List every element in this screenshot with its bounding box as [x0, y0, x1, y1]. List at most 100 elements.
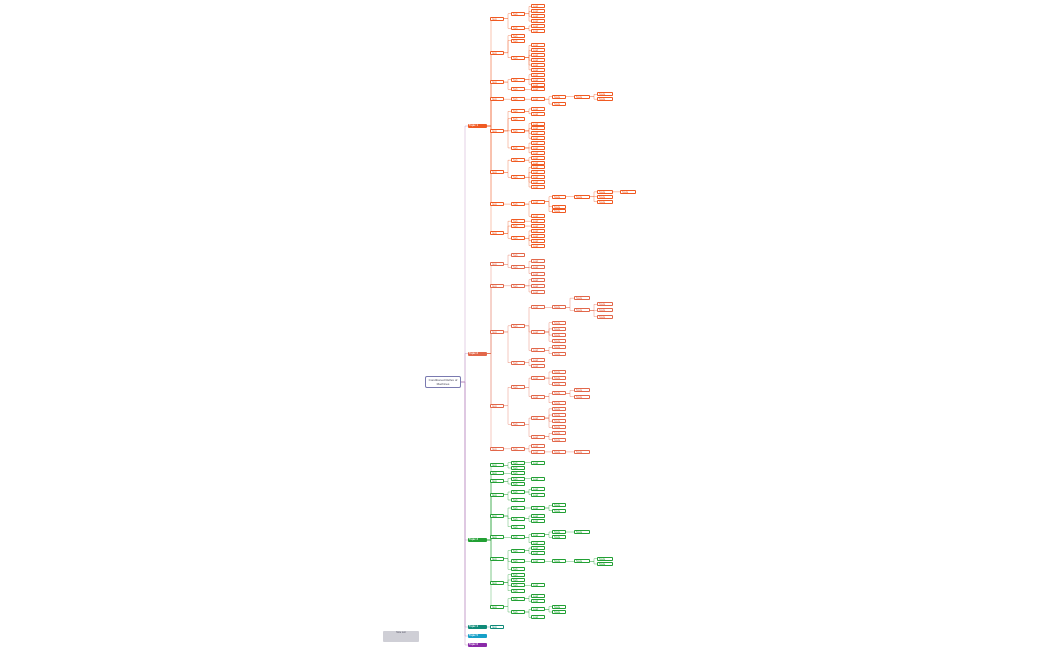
subtopic-node[interactable]: Item	[490, 128, 504, 133]
subtopic-node[interactable]: Sub	[511, 610, 525, 614]
subtopic-node[interactable]: Leaf	[531, 63, 545, 67]
subtopic-node[interactable]: Sub	[511, 224, 525, 229]
subtopic-node[interactable]: Item	[490, 403, 504, 408]
subtopic-node[interactable]: Node	[574, 94, 590, 99]
subtopic-node[interactable]: Node	[552, 345, 566, 350]
subtopic-node[interactable]: Leaf	[531, 416, 545, 421]
subtopic-node[interactable]: Leaf	[531, 583, 545, 588]
subtopic-node[interactable]: Sub	[511, 265, 525, 270]
subtopic-node[interactable]: Leaf	[531, 53, 545, 58]
subtopic-node[interactable]: Leaf	[531, 23, 545, 28]
subtopic-node[interactable]: Sub	[511, 588, 525, 593]
subtopic-node[interactable]: Leaf	[531, 394, 545, 399]
main-topic[interactable]: Topic 5	[468, 634, 487, 638]
subtopic-node[interactable]: Leaf	[531, 283, 545, 288]
subtopic-node[interactable]: Leaf	[531, 58, 545, 63]
subtopic-node[interactable]: Leaf	[531, 607, 545, 612]
subtopic-node[interactable]: Leaf	[531, 97, 545, 102]
subtopic-node[interactable]: Node	[620, 189, 636, 194]
subtopic-node[interactable]: Item	[490, 231, 504, 236]
subtopic-node[interactable]: Item	[490, 535, 504, 540]
subtopic-node[interactable]: Node	[552, 391, 566, 396]
subtopic-node[interactable]: Item	[490, 170, 504, 175]
subtopic-node[interactable]: Sub	[511, 482, 525, 486]
subtopic-node[interactable]: Leaf	[531, 126, 545, 131]
subtopic-node[interactable]: Leaf	[531, 233, 545, 238]
subtopic-node[interactable]: Leaf	[531, 532, 545, 537]
subtopic-node[interactable]: Item	[490, 580, 504, 585]
subtopic-node[interactable]: Node	[552, 406, 566, 411]
subtopic-node[interactable]: Leaf	[531, 224, 545, 229]
subtopic-node[interactable]: Leaf	[531, 87, 545, 92]
subtopic-node[interactable]: Node	[552, 194, 566, 199]
subtopic-node[interactable]: Leaf	[531, 160, 545, 165]
subtopic-node[interactable]: Leaf	[531, 615, 545, 620]
subtopic-node[interactable]: Item	[490, 329, 504, 334]
subtopic-node[interactable]: Node	[552, 400, 566, 405]
subtopic-node[interactable]: Leaf	[531, 165, 545, 170]
subtopic-node[interactable]: Node	[552, 604, 566, 609]
subtopic-node[interactable]: Item	[490, 16, 504, 21]
subtopic-node[interactable]: Item	[490, 604, 504, 609]
subtopic-node[interactable]: Sub	[511, 506, 525, 510]
subtopic-node[interactable]: Sub	[511, 446, 525, 451]
subtopic-node[interactable]: Node	[597, 194, 613, 199]
main-topic[interactable]: Topic 4	[468, 625, 487, 629]
subtopic-node[interactable]: Leaf	[531, 19, 545, 24]
subtopic-node[interactable]: Item	[490, 97, 504, 102]
subtopic-node[interactable]: Sub	[511, 471, 525, 476]
subtopic-node[interactable]: Leaf	[531, 199, 545, 204]
subtopic-node[interactable]: Node	[552, 102, 566, 107]
main-topic[interactable]: Topic 3	[468, 538, 487, 542]
subtopic-node[interactable]: Sub	[511, 572, 525, 577]
subtopic-node[interactable]: Sub	[511, 516, 525, 521]
subtopic-node[interactable]: Node	[552, 419, 566, 424]
subtopic-node[interactable]: Item	[490, 625, 504, 629]
subtopic-node[interactable]: Sub	[511, 422, 525, 427]
subtopic-node[interactable]: Sub	[511, 55, 525, 60]
subtopic-node[interactable]: Node	[597, 302, 613, 307]
subtopic-node[interactable]: Sub	[511, 38, 525, 43]
subtopic-node[interactable]: Node	[552, 382, 566, 387]
subtopic-node[interactable]: Leaf	[531, 106, 545, 111]
subtopic-node[interactable]: Leaf	[531, 145, 545, 150]
subtopic-node[interactable]: Sub	[511, 535, 525, 540]
subtopic-node[interactable]: Item	[490, 479, 504, 484]
subtopic-node[interactable]: Leaf	[531, 265, 545, 270]
subtopic-node[interactable]: Node	[552, 351, 566, 356]
subtopic-node[interactable]: Sub	[511, 476, 525, 481]
subtopic-node[interactable]: Sub	[511, 460, 525, 465]
subtopic-node[interactable]: Node	[552, 376, 566, 381]
subtopic-node[interactable]: Leaf	[531, 77, 545, 82]
subtopic-node[interactable]: Leaf	[531, 238, 545, 243]
subtopic-node[interactable]: Item	[490, 80, 504, 85]
subtopic-node[interactable]: Leaf	[531, 111, 545, 116]
subtopic-node[interactable]: Leaf	[531, 363, 545, 368]
subtopic-node[interactable]: Node	[552, 94, 566, 99]
subtopic-node[interactable]: Leaf	[531, 305, 545, 310]
subtopic-node[interactable]: Leaf	[531, 180, 545, 185]
subtopic-node[interactable]: Node	[552, 449, 566, 454]
main-topic[interactable]: Topic 6	[468, 643, 487, 647]
subtopic-node[interactable]: Node	[552, 535, 566, 540]
subtopic-node[interactable]: Item	[490, 283, 504, 288]
subtopic-node[interactable]: Leaf	[531, 175, 545, 180]
subtopic-node[interactable]: Node	[597, 308, 613, 313]
subtopic-node[interactable]: Item	[490, 556, 504, 561]
subtopic-node[interactable]: Node	[574, 559, 590, 564]
subtopic-node[interactable]: Sub	[511, 559, 525, 564]
subtopic-node[interactable]: Leaf	[531, 443, 545, 448]
subtopic-node[interactable]: Leaf	[531, 487, 545, 492]
subtopic-node[interactable]: Leaf	[531, 185, 545, 189]
subtopic-node[interactable]: Node	[552, 425, 566, 430]
subtopic-node[interactable]: Node	[597, 92, 613, 97]
subtopic-node[interactable]: Leaf	[531, 9, 545, 14]
subtopic-node[interactable]: Node	[552, 369, 566, 374]
subtopic-node[interactable]: Sub	[511, 323, 525, 328]
subtopic-node[interactable]: Leaf	[531, 82, 545, 87]
subtopic-node[interactable]: Sub	[511, 11, 525, 16]
subtopic-node[interactable]: Sub	[511, 109, 525, 114]
subtopic-node[interactable]: Node	[574, 194, 590, 199]
subtopic-node[interactable]: Sub	[511, 596, 525, 601]
subtopic-node[interactable]: Leaf	[531, 219, 545, 224]
